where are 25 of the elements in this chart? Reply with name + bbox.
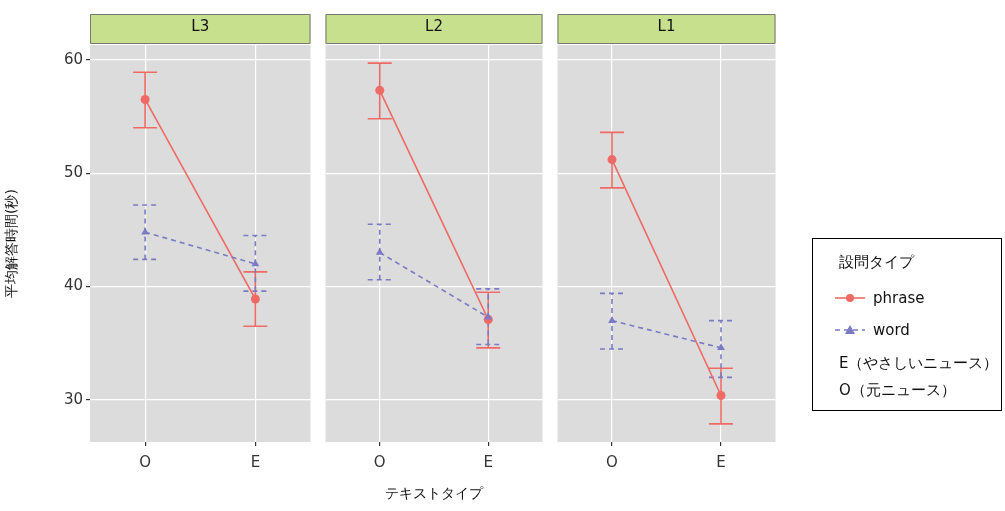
chart-title: L1 [657, 16, 676, 35]
x-tick-label: O [139, 452, 152, 471]
y-axis-title: 平均解答時間(秒) [3, 189, 20, 298]
chart-title: L3 [191, 16, 210, 35]
y-tick-label: 60 [63, 49, 83, 68]
y-tick-label: 40 [63, 276, 83, 295]
legend-label: phrase [873, 289, 925, 307]
point [607, 155, 617, 165]
point [716, 390, 726, 400]
chart-title: L2 [425, 16, 443, 35]
y-tick-label: 50 [63, 163, 83, 182]
x-tick-label: O [606, 452, 618, 471]
x-tick-label: O [373, 452, 386, 471]
x-tick-label: E [483, 452, 493, 471]
x-axis-title: テキストタイプ [385, 485, 484, 502]
text: E（やさしいニュース） [839, 354, 1000, 373]
y-tick-label: 30 [63, 389, 83, 408]
point [375, 85, 385, 95]
point [250, 294, 260, 304]
legend-label: word [873, 321, 910, 339]
point [140, 94, 150, 104]
legend-title: 設問タイプ [839, 253, 916, 272]
x-tick-label: E [250, 452, 261, 471]
x-tick-label: E [716, 452, 726, 471]
text: O（元ニュース） [839, 381, 957, 400]
